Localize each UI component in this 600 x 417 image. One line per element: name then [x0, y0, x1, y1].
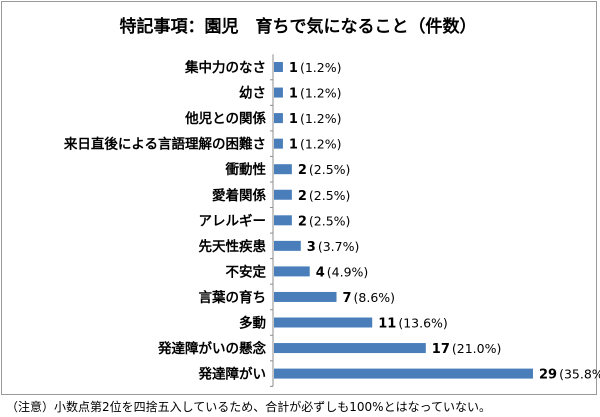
bar [274, 164, 292, 175]
data-label-percent: (2.5%) [309, 213, 351, 228]
bar [274, 189, 292, 200]
data-label: 2 (2.5%) [298, 188, 351, 204]
data-label-count: 3 [307, 240, 316, 255]
data-label-percent: (1.2%) [300, 60, 342, 75]
category-label: 衝動性 [225, 161, 267, 178]
data-label-count: 1 [289, 87, 298, 102]
data-label-count: 17 [432, 342, 450, 357]
chart-frame [1, 1, 597, 395]
data-label-percent: (2.5%) [309, 162, 351, 177]
bar [274, 240, 301, 251]
data-label: 7 (8.6%) [343, 290, 396, 306]
data-label: 1 (1.2%) [289, 111, 342, 127]
data-label-percent: (4.9%) [327, 264, 369, 279]
category-label: 多動 [239, 315, 266, 332]
category-label: 発達障がいの懸念 [157, 340, 266, 357]
data-label-percent: (35.8%) [559, 367, 600, 382]
data-label: 11 (13.6%) [378, 316, 448, 332]
data-label-percent: (1.2%) [300, 86, 342, 101]
bar [274, 291, 337, 302]
data-label-count: 1 [289, 112, 298, 127]
category-label: 集中力のなさ [184, 59, 266, 76]
data-label: 2 (2.5%) [298, 213, 351, 229]
data-label-percent: (8.6%) [354, 290, 396, 305]
data-label: 1 (1.2%) [289, 137, 342, 153]
data-label-percent: (13.6%) [398, 316, 447, 331]
category-label: 不安定 [226, 263, 267, 280]
bar [274, 138, 283, 149]
bar [274, 215, 292, 226]
category-label: 来日直後による言語理解の困難さ [63, 136, 266, 153]
bar [274, 368, 533, 379]
data-label-count: 11 [378, 317, 396, 332]
category-label: アレルギー [199, 213, 267, 229]
data-label: 1 (1.2%) [289, 60, 342, 76]
data-label-percent: (2.5%) [309, 188, 351, 203]
footnote: （注意）小数点第2位を四捨五入しているため、合計が必ずしも100%とはなっていな… [6, 400, 491, 414]
bar [274, 266, 310, 277]
data-label-count: 1 [289, 61, 298, 76]
data-label-count: 1 [289, 138, 298, 153]
data-label: 2 (2.5%) [298, 162, 351, 178]
category-label: 愛着関係 [212, 187, 266, 204]
data-label-count: 4 [316, 265, 325, 280]
data-label-percent: (1.2%) [300, 137, 342, 152]
data-label-percent: (3.7%) [318, 239, 360, 254]
data-label-count: 7 [343, 291, 352, 306]
category-label: 言葉の育ち [199, 289, 267, 306]
data-label: 17 (21.0%) [432, 341, 502, 357]
chart-title: 特記事項：園児 育ちで気になること（件数） [119, 17, 477, 37]
category-label: 幼さ [239, 85, 266, 102]
bar [274, 62, 283, 72]
bar [274, 113, 283, 124]
category-label: 発達障がい [198, 366, 267, 383]
data-label: 1 (1.2%) [289, 86, 342, 102]
bar [274, 317, 373, 328]
data-label-percent: (1.2%) [300, 111, 342, 126]
category-label: 他児との関係 [184, 110, 266, 127]
category-label: 先天性疾患 [199, 238, 267, 255]
bar-chart: 集中力のなさ 1 (1.2%)幼さ 1 (1.2%)他児との関係 1 (1.2%)来日直後に… [63, 54, 600, 387]
bar [274, 87, 283, 98]
data-label: 29(35.8%) [539, 367, 600, 383]
data-label-count: 2 [298, 189, 307, 204]
data-label-count: 29 [539, 368, 557, 383]
data-label: 3 (3.7%) [307, 239, 360, 255]
bar [274, 343, 426, 354]
data-label-percent: (21.0%) [452, 341, 501, 356]
data-label: 4 (4.9%) [316, 264, 369, 280]
data-label-count: 2 [298, 214, 307, 229]
data-label-count: 2 [298, 163, 307, 178]
